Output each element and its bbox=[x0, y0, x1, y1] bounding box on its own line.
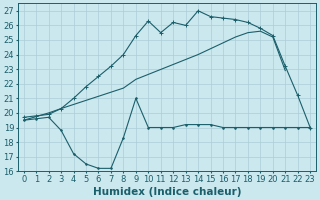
X-axis label: Humidex (Indice chaleur): Humidex (Indice chaleur) bbox=[93, 187, 241, 197]
